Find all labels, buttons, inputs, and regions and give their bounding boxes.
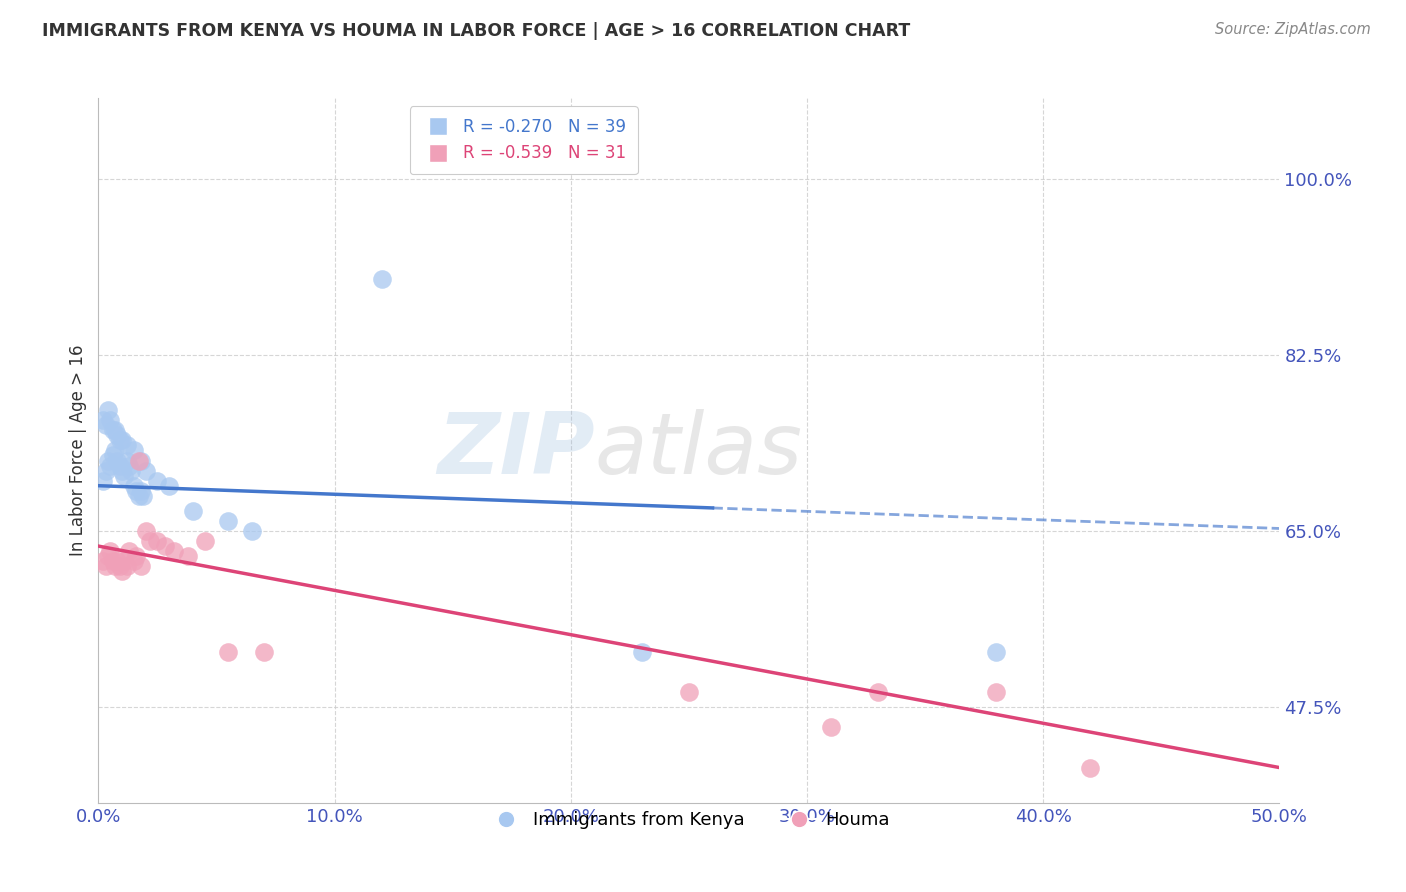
Point	[112, 468, 135, 483]
Point	[177, 549, 200, 564]
Point	[105, 428, 128, 442]
Point	[98, 544, 121, 558]
Point	[866, 685, 889, 699]
Point	[135, 524, 157, 538]
Point	[97, 549, 120, 564]
Point	[91, 474, 114, 488]
Text: ZIP: ZIP	[437, 409, 595, 492]
Point	[118, 458, 141, 473]
Point	[111, 434, 134, 448]
Point	[98, 458, 121, 473]
Point	[630, 645, 652, 659]
Point	[97, 453, 120, 467]
Point	[240, 524, 263, 538]
Point	[122, 479, 145, 493]
Point	[105, 453, 128, 467]
Point	[105, 554, 128, 568]
Point	[135, 464, 157, 478]
Point	[678, 685, 700, 699]
Legend: Immigrants from Kenya, Houma: Immigrants from Kenya, Houma	[481, 804, 897, 836]
Text: atlas: atlas	[595, 409, 803, 492]
Point	[112, 554, 135, 568]
Point	[125, 549, 148, 564]
Point	[181, 504, 204, 518]
Point	[118, 544, 141, 558]
Point	[217, 514, 239, 528]
Point	[101, 423, 124, 437]
Point	[104, 443, 127, 458]
Point	[98, 413, 121, 427]
Point	[132, 489, 155, 503]
Point	[108, 434, 131, 448]
Point	[101, 554, 124, 568]
Point	[115, 438, 138, 452]
Point	[94, 418, 117, 433]
Point	[153, 539, 176, 553]
Point	[122, 443, 145, 458]
Point	[91, 554, 114, 568]
Y-axis label: In Labor Force | Age > 16: In Labor Force | Age > 16	[69, 344, 87, 557]
Point	[129, 483, 152, 498]
Point	[97, 403, 120, 417]
Point	[128, 489, 150, 503]
Point	[111, 464, 134, 478]
Point	[984, 645, 1007, 659]
Point	[253, 645, 276, 659]
Point	[163, 544, 186, 558]
Point	[115, 559, 138, 574]
Point	[820, 720, 842, 734]
Point	[146, 534, 169, 549]
Point	[129, 559, 152, 574]
Point	[94, 464, 117, 478]
Point	[984, 685, 1007, 699]
Point	[108, 559, 131, 574]
Point	[217, 645, 239, 659]
Point	[104, 559, 127, 574]
Point	[91, 413, 114, 427]
Point	[111, 564, 134, 578]
Point	[139, 534, 162, 549]
Point	[1080, 760, 1102, 774]
Point	[108, 458, 131, 473]
Point	[125, 483, 148, 498]
Point	[104, 423, 127, 437]
Point	[94, 559, 117, 574]
Point	[115, 453, 138, 467]
Text: Source: ZipAtlas.com: Source: ZipAtlas.com	[1215, 22, 1371, 37]
Point	[157, 479, 180, 493]
Point	[146, 474, 169, 488]
Point	[129, 453, 152, 467]
Point	[101, 449, 124, 463]
Point	[122, 554, 145, 568]
Text: IMMIGRANTS FROM KENYA VS HOUMA IN LABOR FORCE | AGE > 16 CORRELATION CHART: IMMIGRANTS FROM KENYA VS HOUMA IN LABOR …	[42, 22, 911, 40]
Point	[121, 464, 143, 478]
Point	[194, 534, 217, 549]
Point	[128, 453, 150, 467]
Point	[371, 272, 394, 286]
